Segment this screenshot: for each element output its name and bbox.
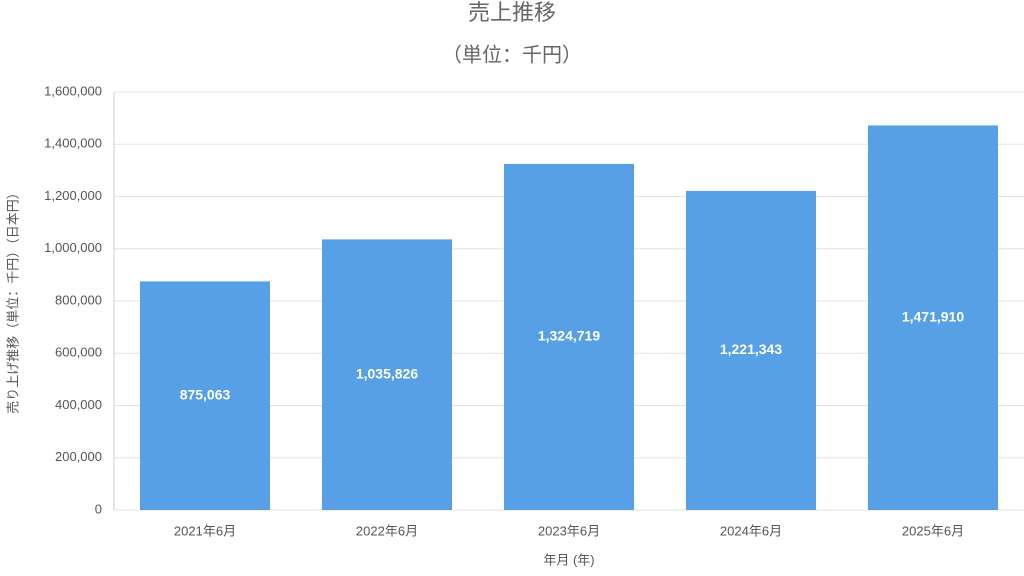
bar (140, 281, 270, 510)
x-axis-title: 年月 (年) (543, 552, 594, 567)
x-tick-label: 2022年6月 (356, 523, 418, 538)
chart-subtitle: （単位：千円） (442, 43, 582, 66)
y-tick-label: 600,000 (55, 345, 102, 360)
value-label: 1,471,910 (902, 308, 964, 324)
bar (504, 163, 634, 510)
bar (322, 239, 452, 511)
y-axis-title: 売り上げ推移（単位：千円）（日本円） (5, 186, 20, 414)
value-label: 875,063 (180, 386, 231, 402)
y-tick-label: 0 (95, 501, 102, 516)
chart-title: 売上推移 (468, 0, 556, 25)
bar (868, 125, 998, 511)
x-tick-label: 2024年6月 (720, 523, 782, 538)
y-tick-label: 1,000,000 (44, 240, 102, 255)
value-label: 1,035,826 (356, 365, 418, 381)
x-tick-label: 2023年6月 (538, 523, 600, 538)
y-tick-label: 1,200,000 (44, 188, 102, 203)
bar (686, 190, 816, 511)
value-label: 1,324,719 (538, 328, 600, 344)
y-tick-label: 800,000 (55, 292, 102, 307)
y-tick-label: 1,600,000 (44, 83, 102, 98)
y-tick-label: 1,400,000 (44, 136, 102, 151)
value-label: 1,221,343 (720, 341, 782, 357)
y-tick-label: 400,000 (55, 397, 102, 412)
x-tick-label: 2025年6月 (902, 523, 964, 538)
y-tick-label: 200,000 (55, 449, 102, 464)
x-tick-label: 2021年6月 (174, 523, 236, 538)
